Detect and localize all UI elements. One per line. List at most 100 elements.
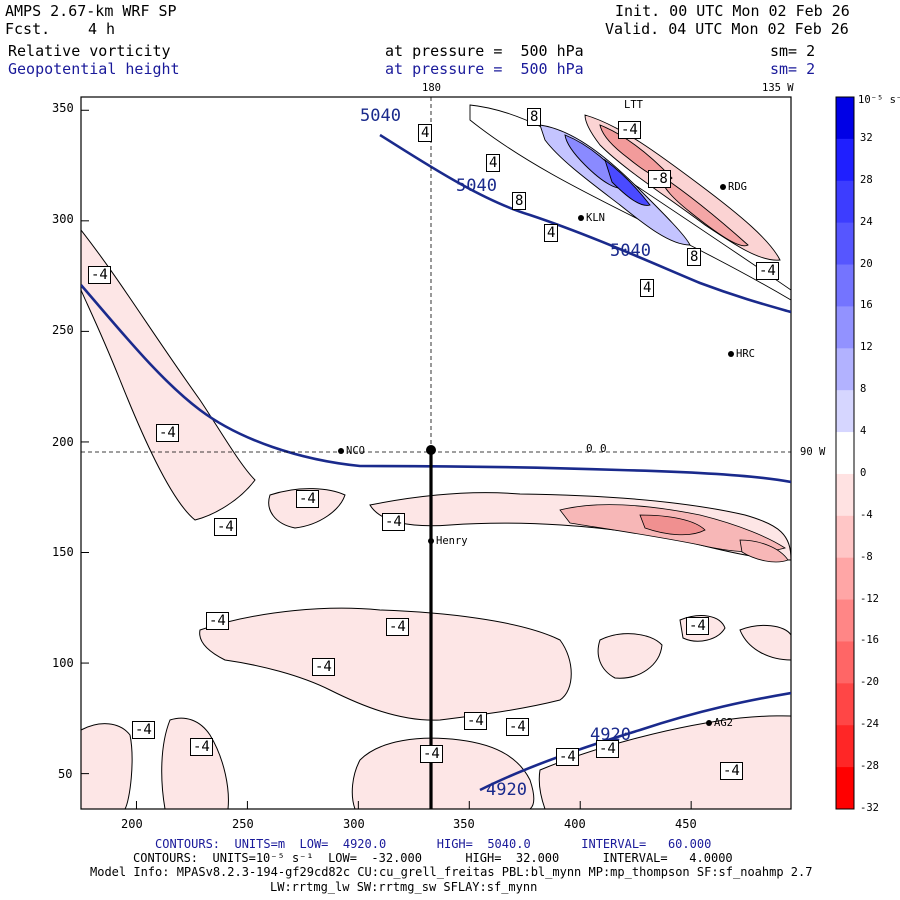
colorbar-swatch (836, 767, 854, 810)
colorbar-tick-label: -28 (860, 760, 879, 773)
x-tick-label: 400 (564, 817, 586, 831)
colorbar-tick-label: 16 (860, 299, 873, 312)
init-time: Init. 00 UTC Mon 02 Feb 26 (615, 2, 850, 20)
y-tick-label: 100 (52, 656, 74, 670)
colorbar-swatch (836, 222, 854, 266)
vorticity-contour-label: -4 (386, 618, 409, 636)
vorticity-contour-label: -4 (420, 745, 443, 763)
colorbar-swatch (836, 725, 854, 768)
colorbar-tick-label: -20 (860, 676, 879, 689)
colorbar-swatch (836, 557, 854, 601)
field2-level: at pressure = 500 hPa (385, 60, 584, 78)
vorticity-contour-label: -4 (190, 738, 213, 756)
colorbar-tick-label: -12 (860, 592, 879, 605)
colorbar-tick-label: 20 (860, 257, 873, 270)
vorticity-contour-label: 8 (687, 248, 702, 266)
colorbar-tick-label: 24 (860, 215, 873, 228)
colorbar-swatch (836, 599, 854, 642)
vorticity-contour-label: -4 (132, 721, 155, 739)
vorticity-contour-label: 8 (527, 108, 542, 126)
negative-vorticity-areas (81, 229, 791, 809)
vorticity-contour-label: -4 (464, 712, 487, 730)
x-tick-label: 250 (232, 817, 254, 831)
colorbar-swatch (836, 180, 854, 224)
vorticity-contour-label: -4 (382, 513, 405, 531)
forecast-value: 4 h (88, 20, 116, 38)
colorbar-swatch (836, 473, 854, 517)
vorticity-contour-label: -4 (156, 424, 179, 442)
x-tick-label: 350 (453, 817, 475, 831)
lon-label-135w: 135 W (762, 82, 794, 94)
height-label: 4920 (590, 725, 631, 745)
vorticity-contour-label: 0 (600, 442, 607, 455)
colorbar-swatch (836, 432, 854, 475)
model-title: AMPS 2.67-km WRF SP (5, 2, 177, 20)
vorticity-contour-label: -4 (756, 262, 779, 280)
colorbar-swatch (836, 683, 854, 726)
colorbar-tick-label: -32 (860, 802, 879, 814)
y-tick-label: 200 (52, 435, 74, 449)
stronger-negative-vorticity (559, 504, 789, 563)
colorbar-tick-label: 8 (860, 383, 867, 396)
plot-frame (80, 96, 792, 810)
colorbar-units: 10⁻⁵ s⁻¹ (858, 94, 900, 106)
colorbar-tick-label: 32 (860, 131, 873, 144)
colorbar-swatch (836, 138, 854, 182)
colorbar-frame (835, 96, 855, 810)
colorbar-swatch (836, 641, 854, 684)
valid-time: Valid. 04 UTC Mon 02 Feb 26 (605, 20, 849, 38)
colorbar-swatch (836, 306, 854, 349)
vorticity-contour-label: -4 (556, 748, 579, 766)
vorticity-contour-label: -4 (214, 518, 237, 536)
y-tick-label: 250 (52, 323, 74, 337)
height-contours (81, 133, 791, 792)
vorticity-contour-label: -4 (206, 612, 229, 630)
vorticity-contour-label: -4 (312, 658, 335, 676)
cross-section-marker (426, 445, 436, 455)
footer-contour-height: CONTOURS: UNITS=m LOW= 4920.0 HIGH= 5040… (155, 837, 712, 851)
field1-name: Relative vorticity (8, 42, 171, 60)
vorticity-contour-label: 4 (544, 224, 559, 242)
vorticity-contour-label: -4 (618, 121, 641, 139)
vorticity-contour-label: -4 (506, 718, 529, 736)
vorticity-contour-label: 8 (512, 192, 527, 210)
colorbar (835, 96, 855, 810)
height-label: 5040 (610, 241, 651, 261)
colorbar-tick-label: -24 (860, 718, 879, 731)
x-tick-label: 300 (343, 817, 365, 831)
height-label: 5040 (456, 176, 497, 196)
y-tick-label: 150 (52, 545, 74, 559)
upper-right-vorticity (469, 104, 791, 301)
station-ltt: LTT (624, 99, 643, 111)
height-label: 4920 (486, 780, 527, 800)
x-tick-label: 200 (121, 817, 143, 831)
map-field-layer (81, 97, 791, 809)
station-hrc: HRC (728, 349, 755, 360)
vorticity-contour-label: 0 (586, 442, 593, 455)
colorbar-tick-label: 28 (860, 173, 873, 186)
vorticity-contour-label: 4 (486, 154, 501, 172)
y-tick-label: 50 (58, 767, 73, 781)
axis-ticks (81, 109, 692, 809)
colorbar-swatch (836, 264, 854, 307)
colorbar-swatch (836, 515, 854, 559)
lon-label-180: 180 (422, 82, 441, 94)
station-kln: KLN (578, 213, 605, 224)
field2-smooth: sm= 2 (770, 60, 816, 78)
vorticity-contour-label: -4 (686, 617, 709, 635)
station-ag2: AG2 (706, 718, 733, 729)
height-label: 5040 (360, 106, 401, 126)
station-nco: NCO (338, 446, 365, 457)
vorticity-contour-label: -4 (296, 490, 319, 508)
field1-level: at pressure = 500 hPa (385, 42, 584, 60)
colorbar-swatch (836, 348, 854, 391)
footer-contour-vorticity: CONTOURS: UNITS=10⁻⁵ s⁻¹ LOW= -32.000 HI… (133, 851, 733, 865)
colorbar-swatch (836, 390, 854, 433)
colorbar-tick-label: 12 (860, 341, 873, 354)
x-tick-label: 450 (675, 817, 697, 831)
vorticity-contour-label: -4 (720, 762, 743, 780)
colorbar-tick-label: 0 (860, 466, 867, 479)
field1-smooth: sm= 2 (770, 42, 816, 60)
vorticity-contour-label: -8 (648, 170, 671, 188)
